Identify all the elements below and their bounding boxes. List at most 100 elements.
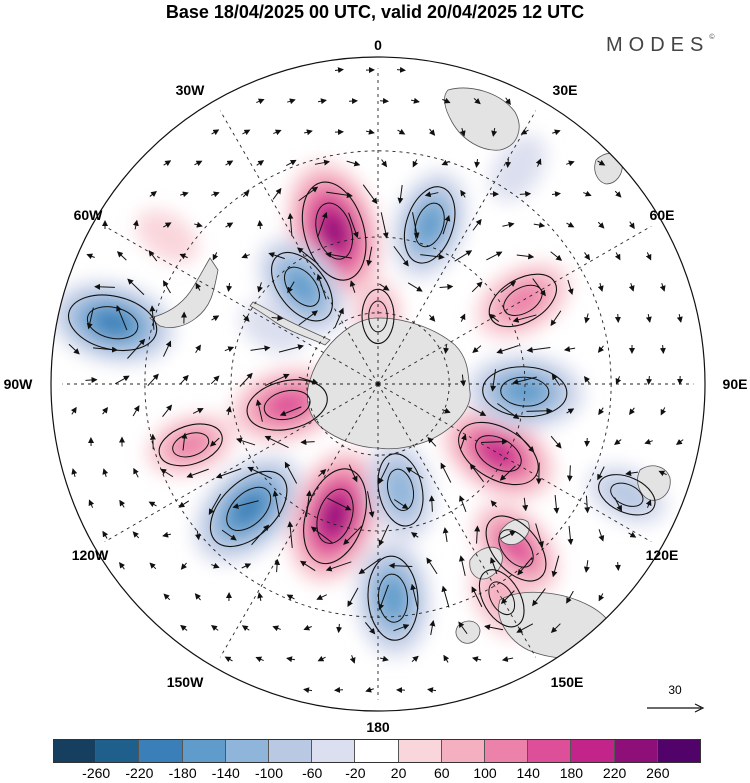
wind-vector-33 — [441, 159, 450, 166]
wind-vector-77 — [212, 252, 219, 261]
wind-vector-285 — [241, 625, 250, 632]
wind-vector-232 — [645, 499, 652, 508]
wind-vector-28 — [286, 159, 297, 167]
anomaly-contour-inner-0 — [315, 202, 354, 260]
wind-vector-220 — [272, 490, 280, 517]
wind-vector-80 — [297, 247, 319, 265]
wind-vector-89 — [584, 252, 591, 261]
wind-vector-39 — [149, 190, 157, 197]
wind-vector-38 — [597, 159, 606, 166]
wind-vector-14 — [273, 129, 282, 136]
wind-vector-51 — [519, 190, 532, 197]
wind-vector-221 — [305, 490, 312, 517]
wind-vector-210 — [566, 465, 573, 482]
wind-vector-45 — [326, 191, 353, 199]
wind-vector-11 — [504, 97, 511, 106]
wind-vector-158 — [615, 376, 622, 385]
wind-vector-154 — [490, 369, 497, 392]
longitude-label-180: 180 — [366, 719, 390, 735]
wind-vector-254 — [211, 562, 220, 569]
wind-vector-217 — [178, 500, 190, 508]
anomaly-contour-inner-15 — [368, 300, 388, 333]
wind-vector-121 — [459, 313, 466, 322]
wind-vector-231 — [614, 497, 622, 512]
wind-vector-139 — [496, 345, 519, 354]
wind-vector-173 — [566, 408, 575, 415]
map-title: Base 18/04/2025 00 UTC, valid 20/04/2025… — [165, 2, 585, 22]
wind-vector-228 — [522, 497, 529, 512]
wind-vector-17 — [365, 128, 375, 135]
wind-vector-96 — [226, 282, 233, 292]
wind-vector-111 — [86, 307, 94, 330]
wind-vector-150 — [239, 372, 253, 387]
wind-vector-194 — [71, 468, 78, 477]
longitude-label-60w: 60W — [73, 207, 103, 223]
wind-vector-76 — [179, 253, 188, 260]
wind-vector-81 — [325, 251, 352, 259]
wind-vector-276 — [410, 583, 419, 610]
wind-vector-163 — [132, 405, 140, 417]
wind-vector-142 — [597, 345, 604, 353]
wind-vector-229 — [553, 495, 560, 514]
colorbar — [53, 739, 701, 763]
wind-vector-305 — [501, 656, 514, 662]
wind-vector-268 — [163, 593, 171, 601]
longitude-label-150w: 150W — [166, 674, 204, 690]
colorbar-tick-label: -180 — [168, 765, 197, 781]
longitude-label-90e: 90E — [722, 376, 748, 392]
wind-vector-216 — [148, 501, 157, 508]
longitude-label-60e: 60E — [649, 207, 675, 223]
wind-vector-189 — [550, 435, 562, 449]
wind-vector-182 — [235, 437, 256, 446]
wind-vector-92 — [94, 283, 115, 290]
wind-vector-7 — [379, 97, 389, 104]
wind-vector-214 — [88, 499, 95, 508]
colorbar-tick-label: -60 — [302, 765, 323, 781]
wind-vector-103 — [439, 283, 454, 290]
wind-vector-209 — [535, 462, 542, 485]
wind-vector-185 — [427, 436, 437, 447]
wind-vector-52 — [551, 191, 561, 198]
wind-vector-155 — [512, 376, 537, 385]
wind-vector-206 — [440, 462, 452, 483]
wind-vector-245 — [474, 525, 481, 544]
copyright-mark: © — [709, 34, 715, 41]
wind-vector-193 — [675, 438, 684, 445]
wind-vector-94 — [162, 280, 171, 294]
colorbar-tick-label: 140 — [516, 765, 540, 781]
anomaly-shade-14-3 — [416, 205, 443, 244]
colorbar-tick-label: 220 — [602, 765, 627, 781]
wind-vector-277 — [441, 585, 450, 608]
anomaly-shade-8-3 — [379, 577, 407, 620]
wind-vector-159 — [646, 375, 653, 385]
wind-vector-90 — [614, 252, 621, 261]
wind-vector-115 — [211, 315, 220, 322]
wind-vector-222 — [327, 497, 352, 511]
colorbar-swatch-2 — [139, 739, 183, 763]
wind-vector-238 — [251, 524, 270, 546]
wind-vector-31 — [381, 159, 388, 168]
wind-vector-211 — [597, 466, 605, 481]
wind-vector-117 — [271, 315, 284, 322]
wind-vector-98 — [287, 281, 295, 294]
colorbar-swatch-1 — [96, 739, 140, 763]
anomaly-contour-inner-14 — [414, 202, 445, 248]
wind-vector-201 — [284, 461, 298, 484]
anomaly-contour-1 — [271, 251, 333, 322]
wind-vector-118 — [298, 310, 318, 326]
colorbar-tick-label: 100 — [473, 765, 497, 781]
wind-vector-200 — [247, 466, 272, 480]
wind-vector-237 — [221, 529, 237, 541]
wind-vector-284 — [211, 624, 219, 631]
wind-vector-10 — [473, 97, 481, 105]
wind-vector-107 — [567, 279, 574, 295]
colorbar-swatch-7 — [355, 739, 399, 763]
wind-vector-295 — [550, 623, 561, 633]
wind-vector-279 — [500, 590, 515, 605]
brand-name: MODES — [606, 34, 710, 56]
longitude-label-0: 0 — [374, 37, 382, 53]
wind-vector-224 — [393, 499, 409, 510]
wind-vector-262 — [458, 555, 466, 576]
wind-vector-304 — [471, 656, 482, 663]
wind-vector-69 — [533, 222, 546, 229]
